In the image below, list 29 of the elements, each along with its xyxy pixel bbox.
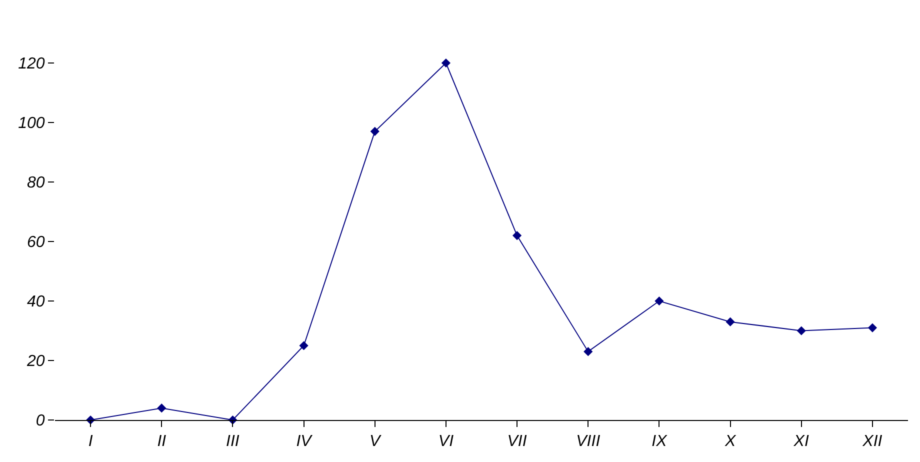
x-tick-label: IV bbox=[296, 433, 313, 450]
point bbox=[441, 58, 451, 68]
y-tick-label: 80 bbox=[27, 174, 45, 192]
y-tick-label: 0 bbox=[36, 412, 45, 430]
x-tick-label: X bbox=[724, 433, 737, 450]
y-tick-label: 20 bbox=[26, 353, 45, 370]
point bbox=[584, 347, 593, 356]
x-tick-label: VI bbox=[438, 433, 454, 450]
y-tick-label: 40 bbox=[27, 294, 45, 311]
x-tick-label: I bbox=[88, 433, 94, 450]
point bbox=[796, 326, 806, 336]
point bbox=[157, 404, 166, 413]
x-tick-label: IX bbox=[652, 433, 668, 450]
point bbox=[654, 296, 664, 306]
point bbox=[370, 126, 380, 136]
y-tick-label: 60 bbox=[27, 234, 45, 252]
x-tick-label: XII bbox=[862, 433, 883, 450]
x-tick-label: XI bbox=[792, 433, 810, 450]
x-tick-label: VII bbox=[507, 433, 528, 450]
y-tick-label: 120 bbox=[18, 56, 45, 73]
x-tick-label: VIII bbox=[576, 433, 601, 450]
point bbox=[726, 317, 735, 326]
x-tick-label: III bbox=[226, 433, 240, 450]
y-tick-label: 100 bbox=[18, 115, 45, 132]
x-tick-label: V bbox=[370, 433, 382, 450]
point bbox=[299, 341, 308, 350]
x-tick-label: II bbox=[157, 433, 167, 450]
point bbox=[868, 323, 878, 332]
point bbox=[512, 231, 522, 240]
